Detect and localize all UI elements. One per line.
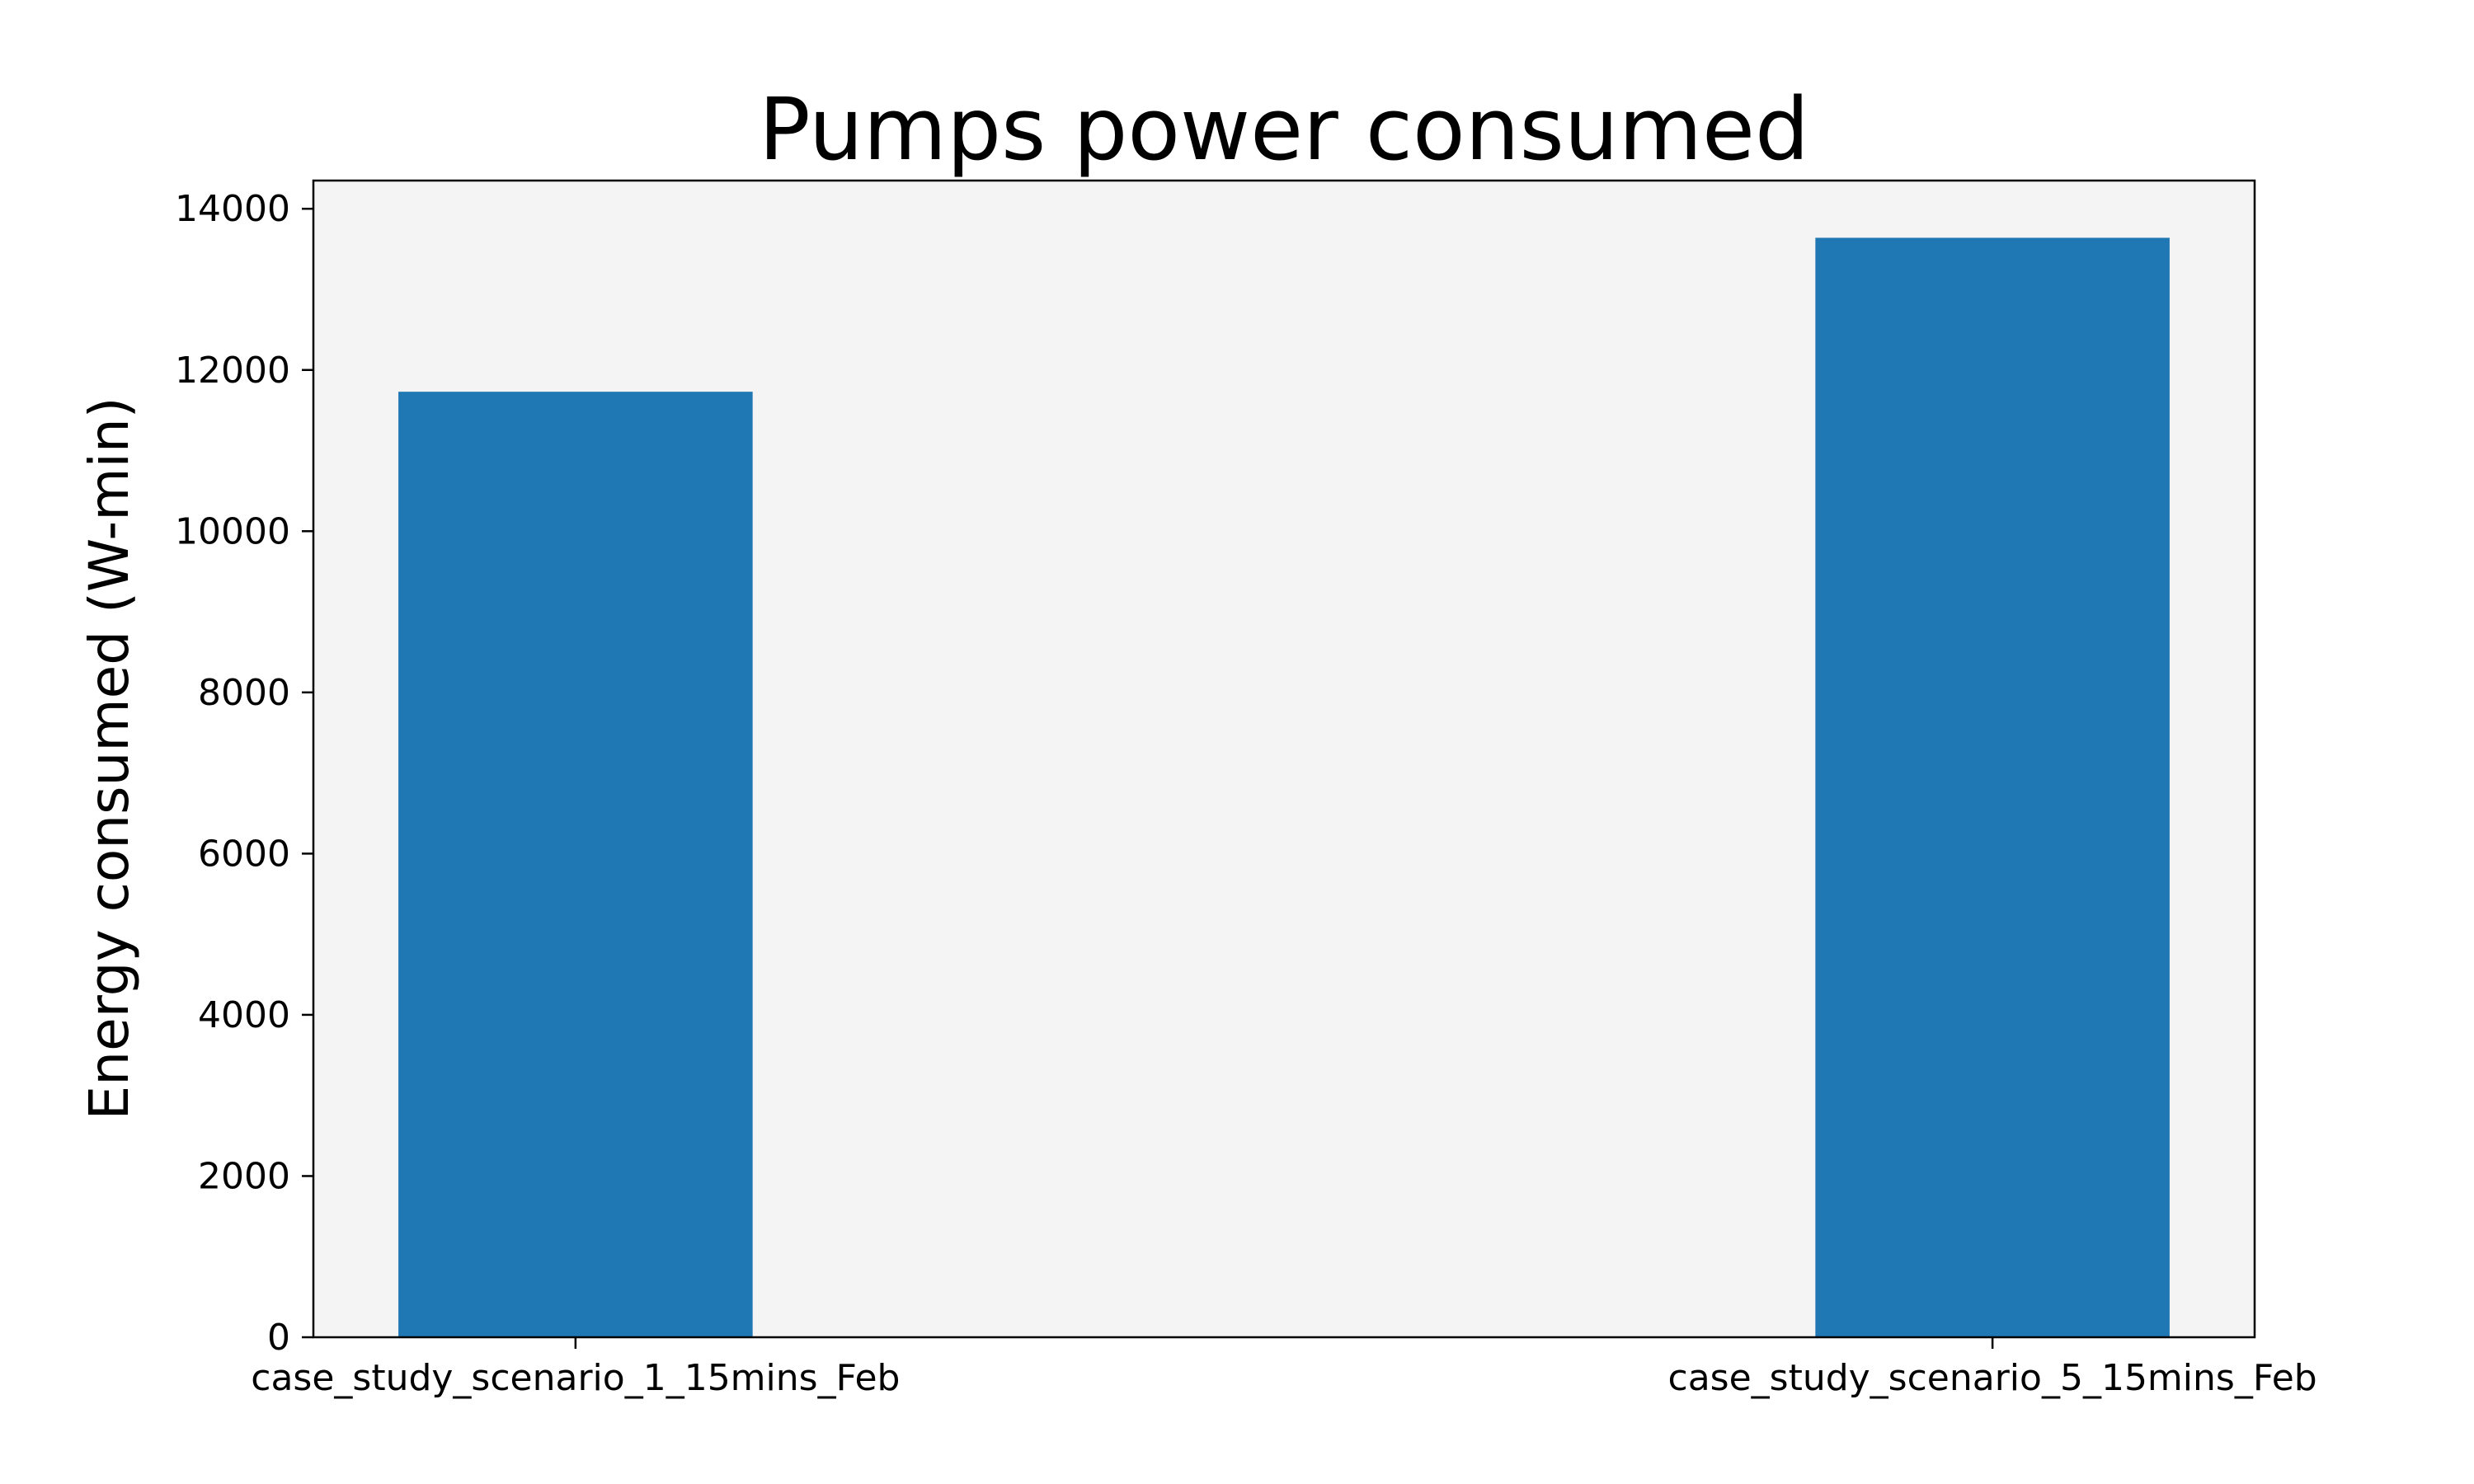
- y-tick-label: 6000: [198, 833, 290, 875]
- y-tick-label: 2000: [198, 1155, 290, 1197]
- bar-1: [398, 392, 753, 1338]
- bar-2: [1815, 237, 2170, 1337]
- y-tick-label: 12000: [175, 350, 290, 392]
- plot-frame: [312, 179, 2256, 1339]
- y-tick-label: 0: [267, 1317, 290, 1359]
- x-tick-label: case_study_scenario_5_15mins_Feb: [1668, 1357, 2317, 1399]
- x-tick-label: case_study_scenario_1_15mins_Feb: [251, 1357, 900, 1399]
- y-axis-label: Energy consumed (W-min): [78, 397, 141, 1120]
- y-tick-label: 4000: [198, 994, 290, 1036]
- y-tick-label: 8000: [198, 672, 290, 714]
- y-tick-label: 14000: [175, 188, 290, 230]
- chart-title: Pumps power consumed: [759, 79, 1809, 180]
- y-tick-label: 10000: [175, 510, 290, 552]
